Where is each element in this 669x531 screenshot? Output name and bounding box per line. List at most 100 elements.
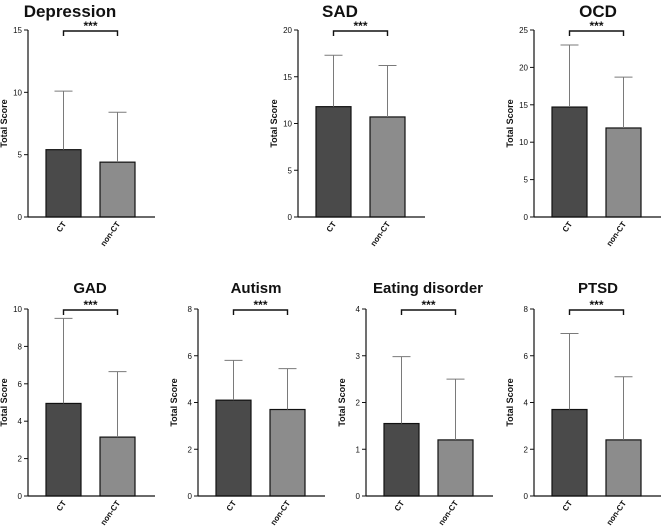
y-axis-label: Total Score (505, 378, 515, 426)
y-tick-label: 2 (524, 445, 529, 454)
y-axis-label: Total Score (169, 378, 179, 426)
y-tick-label: 10 (13, 305, 22, 314)
chart-title: OCD (579, 2, 617, 21)
bar-ct (551, 106, 588, 218)
y-tick-label: 4 (18, 417, 23, 426)
y-tick-label: 20 (519, 63, 528, 72)
y-tick-label: 4 (524, 399, 529, 408)
y-tick-label: 10 (283, 120, 292, 129)
chart-title: Autism (231, 280, 282, 297)
chart-panel-1: SAD Total Score CT non-CT 0 5 10 15 20 *** (269, 2, 425, 248)
y-tick-label: 15 (13, 26, 22, 35)
y-tick-label: 0 (524, 492, 529, 501)
bar-ct (45, 149, 82, 218)
y-tick-label: 5 (288, 166, 293, 175)
bar-ct (45, 402, 82, 497)
significance-label: *** (353, 19, 367, 33)
y-tick-label: 1 (356, 445, 361, 454)
significance-bracket (568, 309, 625, 315)
y-tick-label: 6 (18, 380, 23, 389)
bar-ct (551, 408, 588, 497)
category-label: CT (561, 220, 575, 234)
y-tick-label: 0 (18, 492, 23, 501)
y-tick-label: 0 (288, 213, 293, 222)
category-label: CT (225, 499, 239, 513)
y-axis-label: Total Score (505, 99, 515, 147)
bar-ct (315, 106, 352, 218)
category-label: CT (325, 220, 339, 234)
y-tick-label: 4 (356, 305, 361, 314)
category-label: CT (561, 499, 575, 513)
chart-title: Depression (24, 2, 117, 21)
chart-panel-5: Eating disorder Total Score CT non-CT 0 1 2 3 4 *… (337, 280, 493, 527)
chart-panel-0: Depression Total Score CT non-CT 0 5 10 15 *** (0, 2, 155, 248)
bar-non-ct (437, 439, 474, 497)
significance-label: *** (83, 19, 97, 33)
chart-title: SAD (322, 2, 358, 21)
chart-panel-4: Autism Total Score CT non-CT 0 2 4 6 8 *** (169, 280, 325, 527)
category-label: non-CT (605, 220, 628, 248)
significance-bracket (62, 30, 119, 36)
significance-label: *** (253, 298, 267, 312)
significance-bracket (400, 309, 457, 315)
y-tick-label: 4 (188, 399, 193, 408)
bar-non-ct (605, 127, 642, 218)
bar-non-ct (99, 161, 136, 218)
y-axis-label: Total Score (337, 378, 347, 426)
chart-title: Eating disorder (373, 280, 483, 297)
category-label: non-CT (99, 499, 122, 527)
bar-ct (383, 422, 420, 497)
bar-non-ct (369, 116, 406, 218)
y-tick-label: 0 (524, 213, 529, 222)
category-label: non-CT (269, 499, 292, 527)
y-tick-label: 8 (188, 305, 193, 314)
category-label: CT (393, 499, 407, 513)
significance-bracket (332, 30, 389, 36)
y-tick-label: 15 (283, 73, 292, 82)
y-tick-label: 0 (188, 492, 193, 501)
y-tick-label: 2 (18, 455, 23, 464)
significance-bracket (232, 309, 289, 315)
y-tick-label: 5 (524, 176, 529, 185)
y-tick-label: 3 (356, 352, 361, 361)
y-tick-label: 8 (524, 305, 529, 314)
bar-ct (215, 399, 252, 497)
y-tick-label: 20 (283, 26, 292, 35)
y-tick-label: 10 (519, 138, 528, 147)
y-tick-label: 6 (524, 352, 529, 361)
significance-bracket (568, 30, 625, 36)
category-label: CT (55, 499, 69, 513)
y-tick-label: 5 (18, 151, 23, 160)
y-axis-label: Total Score (0, 378, 9, 426)
y-tick-label: 0 (356, 492, 361, 501)
y-tick-label: 2 (356, 399, 361, 408)
chart-title: PTSD (578, 280, 618, 297)
category-label: non-CT (605, 499, 628, 527)
category-label: CT (55, 220, 69, 234)
chart-panel-2: OCD Total Score CT non-CT 0 5 10 15 20 25 *** (505, 2, 661, 248)
bar-non-ct (99, 436, 136, 497)
y-tick-label: 15 (519, 101, 528, 110)
category-label: non-CT (99, 220, 122, 248)
bar-non-ct (269, 408, 306, 497)
significance-label: *** (83, 298, 97, 312)
category-label: non-CT (369, 220, 392, 248)
chart-panel-6: PTSD Total Score CT non-CT 0 2 4 6 8 *** (505, 280, 661, 527)
y-tick-label: 8 (18, 342, 23, 351)
y-tick-label: 6 (188, 352, 193, 361)
y-tick-label: 10 (13, 88, 22, 97)
category-label: non-CT (437, 499, 460, 527)
significance-label: *** (589, 298, 603, 312)
y-tick-label: 25 (519, 26, 528, 35)
chart-title: GAD (73, 280, 107, 297)
y-tick-label: 2 (188, 445, 193, 454)
y-tick-label: 0 (18, 213, 23, 222)
significance-label: *** (421, 298, 435, 312)
significance-label: *** (589, 19, 603, 33)
significance-bracket (62, 309, 119, 315)
bar-non-ct (605, 439, 642, 497)
chart-panel-3: GAD Total Score CT non-CT 0 2 4 6 8 10 *** (0, 280, 155, 527)
y-axis-label: Total Score (0, 99, 9, 147)
y-axis-label: Total Score (269, 99, 279, 147)
